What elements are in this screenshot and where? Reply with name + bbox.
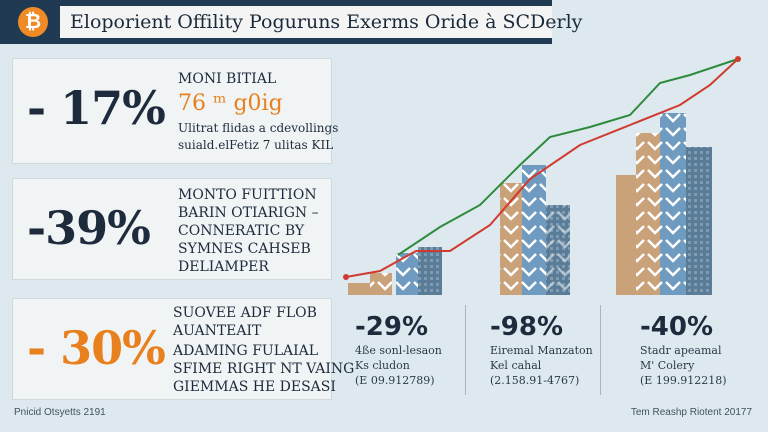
bitcoin-icon: ₿ xyxy=(18,7,48,37)
chart-bar xyxy=(500,183,522,295)
card-line: MONTO FUITTION xyxy=(178,187,317,203)
chart-bar xyxy=(348,283,370,295)
card-line: BARIN OTIARIGN – xyxy=(178,205,319,221)
stat-label: Eiremal Manzaton xyxy=(490,344,593,357)
stat-label: Stadr apeamal xyxy=(640,344,722,357)
green-trend-line xyxy=(397,58,739,256)
stat-label: M' Colery xyxy=(640,359,695,372)
chart-bar xyxy=(686,147,712,295)
card-line: AUANTEAIT xyxy=(173,323,262,339)
card-line: GIEMMAS HE DESASI xyxy=(173,379,336,395)
stat-label: (E 09.912789) xyxy=(355,374,435,387)
card-percentage: - 30% xyxy=(27,321,166,375)
stat-card-2: -39% MONTO FUITTION BARIN OTIARIGN – CON… xyxy=(12,178,332,280)
bottom-stat-3: -40% Stadr apeamal M' Colery (E 199.9122… xyxy=(640,312,760,387)
chart-bar xyxy=(660,113,686,295)
stat-label: Ks cludon xyxy=(355,359,410,372)
chart-bar xyxy=(616,175,636,295)
card-line: ADAMING FULAIAL xyxy=(173,343,319,359)
chart-bar xyxy=(396,253,418,295)
stat-label: (E 199.912218) xyxy=(640,374,727,387)
red-trend-line xyxy=(345,58,739,278)
card-line: SUOVEE ADF FLOB xyxy=(173,305,317,321)
card-line: MONI BITIAL xyxy=(178,71,277,87)
bottom-stat-2: -98% Eiremal Manzaton Kel cahal (2.158.9… xyxy=(490,312,610,387)
card-line: CONNERATIC BY xyxy=(178,223,305,239)
trend-point xyxy=(343,274,349,280)
card-line: 76 ᵐ g0ig xyxy=(178,91,283,116)
footer-right: Tem Reashp Riotent 20177 xyxy=(630,407,752,418)
footer-left: Pnicid Otsyetts 2191 xyxy=(14,407,106,418)
card-line: Ulitrat flidas a cdevollings xyxy=(178,121,339,135)
card-percentage: - 17% xyxy=(27,81,166,135)
chart-bar xyxy=(370,273,392,295)
stat-value: -29% xyxy=(355,312,429,342)
stat-value: -40% xyxy=(640,312,714,342)
bottom-stat-1: -29% 4ße sonl-lesaon Ks cludon (E 09.912… xyxy=(355,312,475,387)
chart-bar xyxy=(522,165,546,295)
page-title: Eloporient Offility Poguruns Exerms Orid… xyxy=(70,11,583,33)
stat-card-1: - 17% MONI BITIAL 76 ᵐ g0ig Ulitrat flid… xyxy=(12,58,338,164)
chart-bar xyxy=(636,133,660,295)
card-line: DELIAMPER xyxy=(178,259,269,275)
trend-point xyxy=(735,56,741,62)
stat-label: (2.158.91-4767) xyxy=(490,374,580,387)
card-line: SFIME RIGHT NT VAING xyxy=(173,361,355,377)
stat-card-3: - 30% SUOVEE ADF FLOB AUANTEAIT ADAMING … xyxy=(12,298,354,400)
card-line: suiald.elFetiz 7 ulitas KIL xyxy=(178,138,334,152)
stat-divider xyxy=(600,305,601,395)
chart-bar xyxy=(418,247,442,295)
bar-chart-illustration xyxy=(343,56,741,295)
chart-bar xyxy=(546,205,570,295)
stat-label: 4ße sonl-lesaon xyxy=(355,344,442,357)
card-line: SYMNES CAHSEB xyxy=(178,241,311,257)
stat-divider xyxy=(465,305,466,395)
stat-value: -98% xyxy=(490,312,564,342)
card-percentage: -39% xyxy=(27,201,151,255)
stat-label: Kel cahal xyxy=(490,359,542,372)
title-banner: Eloporient Offility Poguruns Exerms Orid… xyxy=(60,6,582,38)
